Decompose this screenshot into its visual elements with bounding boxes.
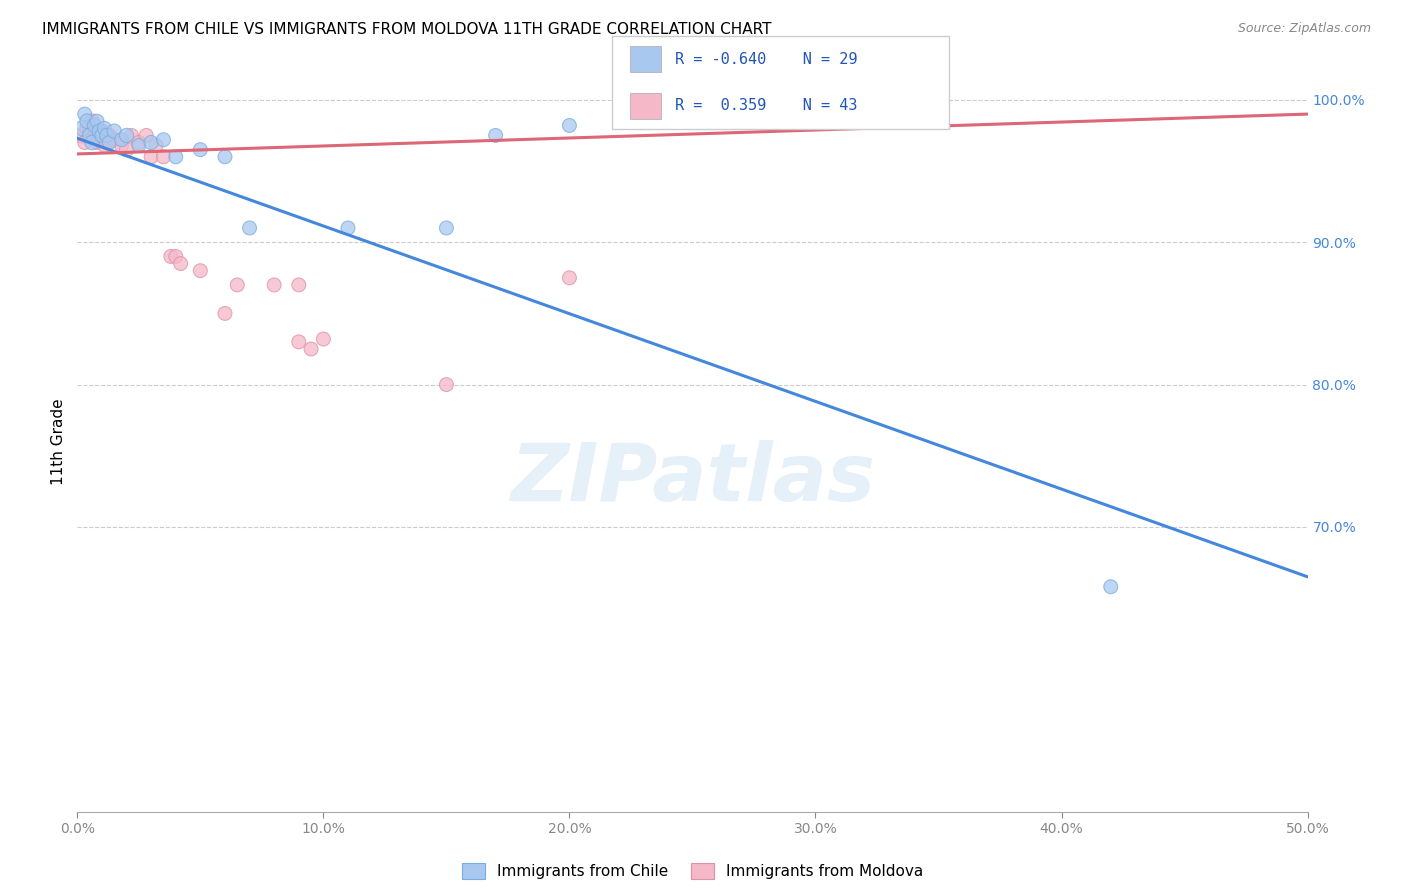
Point bbox=[76, 121, 98, 136]
Point bbox=[145, 138, 167, 153]
Point bbox=[226, 277, 249, 292]
Point bbox=[79, 124, 101, 138]
Point bbox=[1099, 580, 1122, 594]
Point bbox=[70, 121, 93, 136]
Point bbox=[73, 107, 96, 121]
Point bbox=[190, 263, 212, 277]
Point bbox=[165, 150, 187, 164]
Point bbox=[485, 128, 508, 143]
Point bbox=[830, 110, 852, 124]
Point bbox=[288, 334, 311, 349]
Point bbox=[83, 119, 105, 133]
Point bbox=[239, 221, 262, 235]
Point bbox=[288, 277, 311, 292]
Text: Source: ZipAtlas.com: Source: ZipAtlas.com bbox=[1237, 22, 1371, 36]
Point bbox=[89, 124, 111, 138]
Point bbox=[115, 128, 138, 143]
Point bbox=[83, 133, 105, 147]
Point bbox=[135, 128, 157, 143]
Text: IMMIGRANTS FROM CHILE VS IMMIGRANTS FROM MOLDOVA 11TH GRADE CORRELATION CHART: IMMIGRANTS FROM CHILE VS IMMIGRANTS FROM… bbox=[42, 22, 772, 37]
Point bbox=[93, 121, 115, 136]
Point bbox=[190, 143, 212, 157]
Point bbox=[128, 138, 150, 153]
Point bbox=[98, 128, 121, 143]
Point bbox=[558, 270, 581, 285]
Point bbox=[73, 136, 96, 150]
Point bbox=[76, 114, 98, 128]
Point bbox=[165, 249, 187, 264]
Text: R = -0.640    N = 29: R = -0.640 N = 29 bbox=[675, 52, 858, 67]
Y-axis label: 11th Grade: 11th Grade bbox=[51, 398, 66, 485]
Point bbox=[79, 128, 101, 143]
Point bbox=[436, 377, 458, 392]
Point bbox=[558, 119, 581, 133]
Point bbox=[841, 107, 863, 121]
Point bbox=[170, 256, 193, 270]
Point bbox=[86, 114, 108, 128]
Point bbox=[89, 128, 111, 143]
Point bbox=[111, 133, 132, 147]
Point bbox=[299, 342, 322, 356]
Point bbox=[312, 332, 335, 346]
Point bbox=[111, 138, 132, 153]
Point bbox=[141, 150, 163, 164]
Point bbox=[121, 128, 143, 143]
Point bbox=[214, 306, 236, 320]
Point bbox=[436, 221, 458, 235]
Point bbox=[152, 150, 174, 164]
Point bbox=[70, 128, 93, 143]
Point bbox=[830, 110, 852, 124]
Point bbox=[141, 136, 163, 150]
Point bbox=[337, 221, 360, 235]
Point bbox=[160, 249, 183, 264]
Point bbox=[115, 143, 138, 157]
Point bbox=[90, 128, 114, 143]
Point bbox=[90, 124, 114, 138]
Point bbox=[96, 128, 118, 143]
Point bbox=[263, 277, 285, 292]
Point bbox=[93, 138, 115, 153]
Text: R =  0.359    N = 43: R = 0.359 N = 43 bbox=[675, 98, 858, 113]
Text: ZIPatlas: ZIPatlas bbox=[510, 440, 875, 517]
Point bbox=[128, 136, 150, 150]
Point bbox=[86, 136, 108, 150]
Point bbox=[152, 133, 174, 147]
Legend: Immigrants from Chile, Immigrants from Moldova: Immigrants from Chile, Immigrants from M… bbox=[456, 857, 929, 886]
Point bbox=[103, 124, 125, 138]
Point bbox=[82, 136, 104, 150]
Point bbox=[98, 136, 121, 150]
Point bbox=[96, 136, 118, 150]
Point bbox=[82, 114, 104, 128]
Point bbox=[214, 150, 236, 164]
Point bbox=[103, 133, 125, 147]
